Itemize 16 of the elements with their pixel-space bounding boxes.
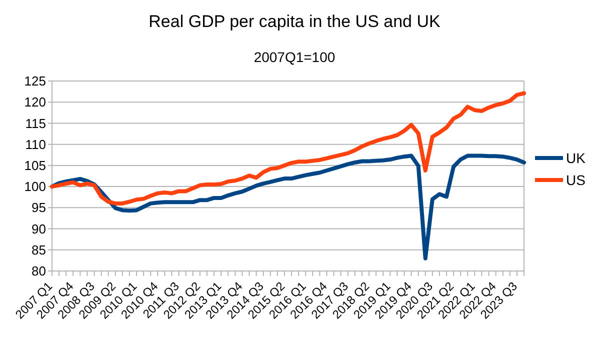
y-tick-label: 110 [25, 136, 46, 152]
legend-label: UK [566, 150, 586, 166]
y-tick-label: 100 [24, 179, 46, 194]
y-tick-label: 95 [32, 200, 46, 216]
y-tick-label: 115 [25, 116, 46, 131]
line-series [50, 91, 526, 206]
y-tick-label: 105 [24, 158, 46, 173]
line-series [50, 154, 526, 260]
y-tick-label: 85 [32, 242, 46, 258]
y-tick-label: 90 [32, 221, 46, 236]
y-tick-label: 125 [24, 74, 46, 89]
legend-label: US [566, 172, 586, 188]
chart-title: Real GDP per capita in the US and UK [148, 12, 441, 31]
chart-subtitle: 2007Q1=100 [254, 49, 336, 65]
y-tick-label: 80 [32, 264, 46, 279]
y-tick-label: 120 [24, 94, 46, 110]
